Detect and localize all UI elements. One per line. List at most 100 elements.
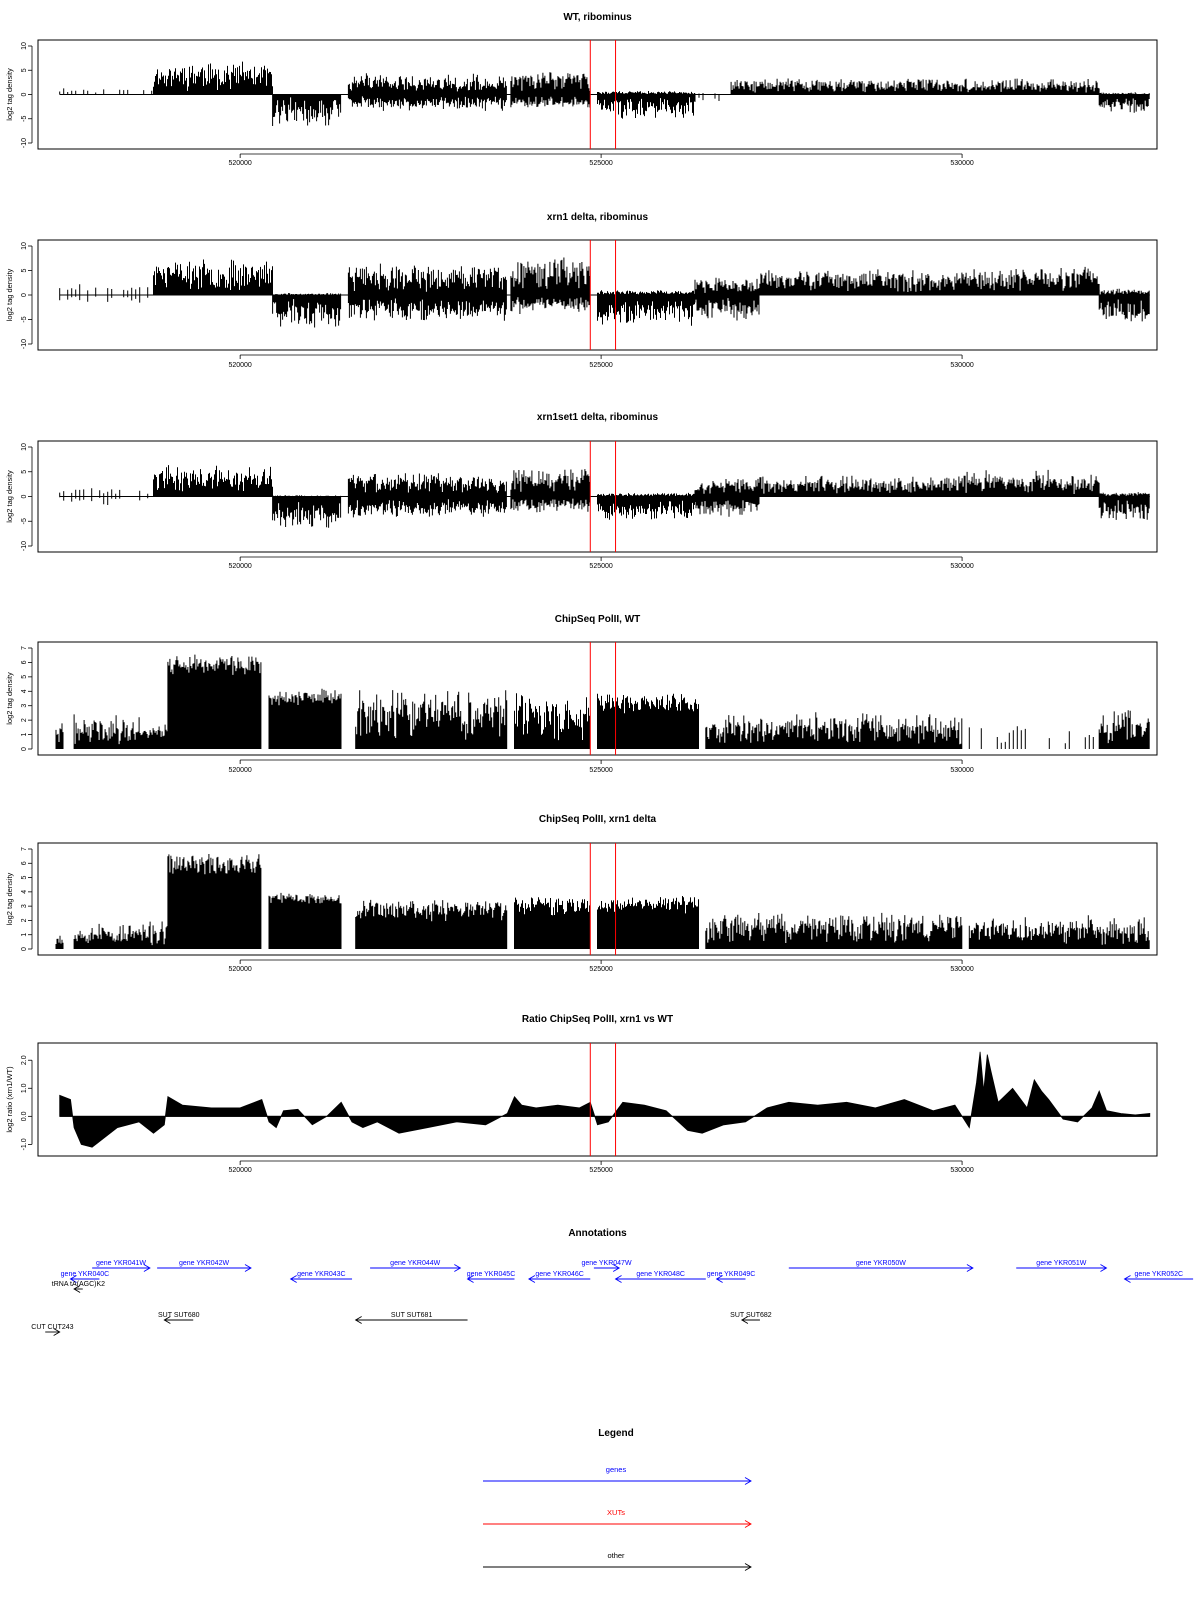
feature: SUT SUT680: [158, 1312, 200, 1324]
y-tick-label: 5: [21, 68, 28, 72]
feature-arrowhead: [73, 1285, 81, 1293]
feature: gene YKR041W: [92, 1260, 151, 1272]
track-panel-4: ChipSeq PolII, WT 0 1 2 3 4 5 6 7 log2 tag densit…: [5, 614, 1158, 774]
x-tick-label: 525000: [589, 362, 612, 369]
y-tick-label: 1.0: [21, 1083, 28, 1093]
y-axis-label: log2 tag density: [5, 672, 14, 725]
feature-arrowhead: [69, 1275, 77, 1283]
x-tick-label: 520000: [228, 160, 251, 167]
y-tick-label: 0.0: [21, 1111, 28, 1121]
feature: gene YKR045C: [466, 1271, 516, 1283]
feature-arrowhead: [528, 1275, 536, 1283]
y-tick-label: 6: [21, 660, 28, 664]
y-tick-label: 5: [21, 876, 28, 880]
track-signal: [55, 654, 1150, 749]
panel-title: Ratio ChipSeq PolII, xrn1 vs WT: [522, 1014, 673, 1025]
y-tick-label: 5: [21, 675, 28, 679]
panel-frame: [37, 842, 1158, 956]
y-tick-label: 4: [21, 890, 28, 894]
y-tick-label: -1.0: [21, 1138, 28, 1150]
panel-frame: [37, 440, 1158, 553]
feature: gene YKR043C: [289, 1271, 353, 1283]
y-tick-label: 2: [21, 718, 28, 722]
feature: SUT SUT681: [354, 1312, 468, 1324]
legend-entry: XUTs: [483, 1508, 752, 1528]
y-axis-label: log2 tag density: [5, 68, 14, 121]
legend-label: XUTs: [607, 1508, 625, 1517]
feature-label: gene YKR050W: [856, 1260, 906, 1267]
legend-panel: Legend genes XUTs other: [483, 1428, 752, 1571]
feature-arrowhead: [163, 1316, 171, 1324]
feature-label: gene YKR045C: [467, 1271, 516, 1278]
y-tick-label: 2.0: [21, 1055, 28, 1065]
feature-arrowhead: [740, 1316, 749, 1324]
feature-arrowhead: [289, 1275, 297, 1283]
x-tick-label: 525000: [589, 563, 612, 570]
feature-arrowhead: [53, 1328, 61, 1336]
y-axis-label: log2 tag density: [5, 470, 14, 523]
track-signal: [55, 854, 1150, 949]
y-tick-label: 7: [21, 847, 28, 851]
y-tick-label: 3: [21, 904, 28, 908]
ratio-area: [59, 1051, 1151, 1148]
feature-arrowhead: [612, 1264, 621, 1272]
legend-arrowhead: [744, 1563, 752, 1571]
panel-title: WT, ribominus: [563, 12, 632, 23]
feature: gene YKR044W: [370, 1260, 462, 1272]
feature: gene YKR049C: [707, 1271, 756, 1283]
y-axis-label: log2 ratio (xrn1/WT): [5, 1066, 14, 1133]
track-panel-6: Ratio ChipSeq PolII, xrn1 vs WT -1.0 0.0 1.…: [5, 1014, 1158, 1174]
legend-arrowhead: [744, 1520, 752, 1528]
panel-title: ChipSeq PolII, WT: [555, 614, 641, 625]
feature-arrowhead: [143, 1264, 151, 1272]
panel-frame: [37, 641, 1158, 756]
legend-label: genes: [606, 1465, 627, 1474]
feature-label: CUT CUT243: [31, 1324, 73, 1331]
feature-label: gene YKR042W: [179, 1260, 229, 1267]
track-signal: [59, 465, 1150, 528]
y-tick-label: -5: [21, 518, 28, 524]
feature-label: gene YKR052C: [1135, 1271, 1184, 1278]
feature-arrowhead: [1123, 1275, 1131, 1283]
x-tick-label: 530000: [950, 362, 973, 369]
y-tick-label: 0: [21, 947, 28, 951]
x-tick-label: 530000: [950, 966, 973, 973]
x-tick-label: 530000: [950, 160, 973, 167]
feature-label: gene YKR048C: [636, 1271, 685, 1278]
x-tick-label: 525000: [589, 767, 612, 774]
feature-arrowhead: [466, 1275, 474, 1283]
feature-arrowhead: [354, 1316, 362, 1324]
x-tick-label: 530000: [950, 1167, 973, 1174]
feature-label: tRNA tA(AGC)K2: [52, 1281, 105, 1288]
y-tick-label: -10: [21, 138, 28, 148]
track-panel-1: WT, ribominus -10 -5 0 5 10 log2 tag density 52…: [5, 12, 1158, 167]
panel-title: ChipSeq PolII, xrn1 delta: [539, 814, 657, 825]
y-tick-label: 5: [21, 470, 28, 474]
feature-label: gene YKR049C: [707, 1271, 756, 1278]
y-tick-label: 0: [21, 293, 28, 297]
y-tick-label: 10: [21, 443, 28, 451]
feature-label: gene YKR046C: [535, 1271, 584, 1278]
annotation-panel: Annotations gene YKR041W gene YKR040C gene …: [31, 1228, 1194, 1336]
track-signal: [59, 61, 1150, 126]
feature-arrowhead: [454, 1264, 462, 1272]
feature-arrowhead: [966, 1264, 974, 1272]
legend-title: Legend: [598, 1428, 634, 1439]
track-signal: [59, 1051, 1151, 1148]
x-tick-label: 520000: [228, 966, 251, 973]
feature-label: gene YKR040C: [61, 1271, 110, 1278]
x-tick-label: 520000: [228, 767, 251, 774]
y-tick-label: 10: [21, 242, 28, 250]
y-tick-label: 0: [21, 494, 28, 498]
feature-arrowhead: [1100, 1264, 1108, 1272]
feature: gene YKR047W: [581, 1260, 632, 1272]
y-tick-label: -5: [21, 116, 28, 122]
feature-arrowhead: [244, 1264, 252, 1272]
y-tick-label: 1: [21, 933, 28, 937]
x-tick-label: 525000: [589, 160, 612, 167]
legend-entry: other: [483, 1551, 752, 1571]
feature: gene YKR050W: [788, 1260, 974, 1272]
signal-bars: [59, 257, 1150, 328]
